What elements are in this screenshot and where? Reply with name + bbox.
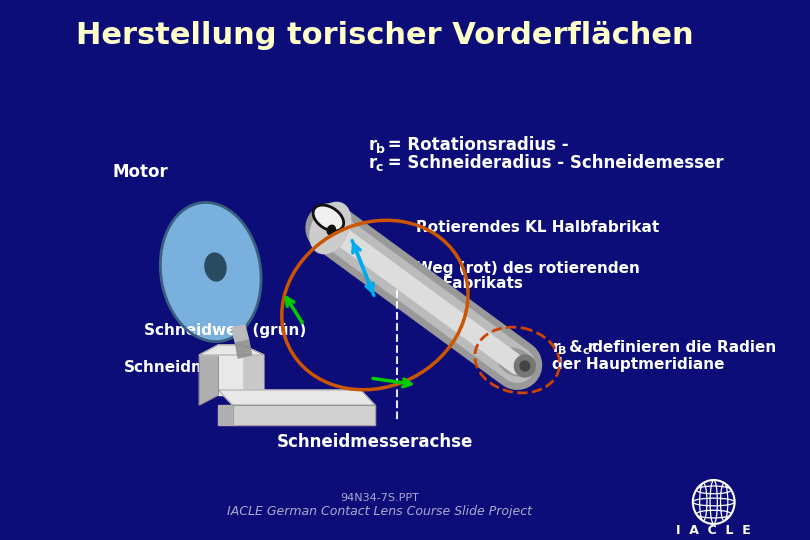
Ellipse shape xyxy=(313,205,343,231)
Text: r: r xyxy=(369,154,377,172)
Polygon shape xyxy=(199,345,218,405)
Text: = Schneideradius - Schneidemesser: = Schneideradius - Schneidemesser xyxy=(382,154,723,172)
Ellipse shape xyxy=(205,253,226,281)
Text: r: r xyxy=(369,136,377,154)
Ellipse shape xyxy=(520,361,530,371)
Polygon shape xyxy=(242,345,264,405)
Text: IACLE German Contact Lens Course Slide Project: IACLE German Contact Lens Course Slide P… xyxy=(227,505,532,518)
Text: KL Fabrikats: KL Fabrikats xyxy=(416,276,522,292)
Text: = Rotationsradius -: = Rotationsradius - xyxy=(382,136,568,154)
Ellipse shape xyxy=(310,202,351,254)
Polygon shape xyxy=(218,405,232,425)
Text: c: c xyxy=(376,161,383,174)
Text: Schneidweg (grün): Schneidweg (grün) xyxy=(144,322,306,338)
Polygon shape xyxy=(232,405,375,425)
Polygon shape xyxy=(236,340,252,358)
Circle shape xyxy=(693,480,735,524)
Text: der Hauptmeridiane: der Hauptmeridiane xyxy=(552,356,725,372)
Text: & r: & r xyxy=(564,341,595,355)
Text: Motor: Motor xyxy=(113,163,168,181)
Text: Herstellung torischer Vorderflächen: Herstellung torischer Vorderflächen xyxy=(75,21,693,50)
Ellipse shape xyxy=(160,202,261,341)
Polygon shape xyxy=(199,345,264,355)
Ellipse shape xyxy=(327,225,335,235)
Ellipse shape xyxy=(498,348,533,376)
Polygon shape xyxy=(232,325,249,343)
Text: I  A  C  L  E: I A C L E xyxy=(676,523,751,537)
Text: b: b xyxy=(376,143,385,156)
Text: Schneidmesser: Schneidmesser xyxy=(123,361,254,375)
Text: Schneidmesserachse: Schneidmesserachse xyxy=(277,433,473,451)
Text: Weg (rot) des rotierenden: Weg (rot) des rotierenden xyxy=(416,260,640,275)
Text: 94N34-7S.PPT: 94N34-7S.PPT xyxy=(340,493,419,503)
Text: r: r xyxy=(552,341,560,355)
Text: c: c xyxy=(582,346,590,356)
Polygon shape xyxy=(218,390,375,405)
Text: B: B xyxy=(558,346,566,356)
Text: Rotierendes KL Halbfabrikat: Rotierendes KL Halbfabrikat xyxy=(416,220,659,235)
Polygon shape xyxy=(218,345,242,395)
Text: definieren die Radien: definieren die Radien xyxy=(587,341,777,355)
Ellipse shape xyxy=(514,355,535,377)
